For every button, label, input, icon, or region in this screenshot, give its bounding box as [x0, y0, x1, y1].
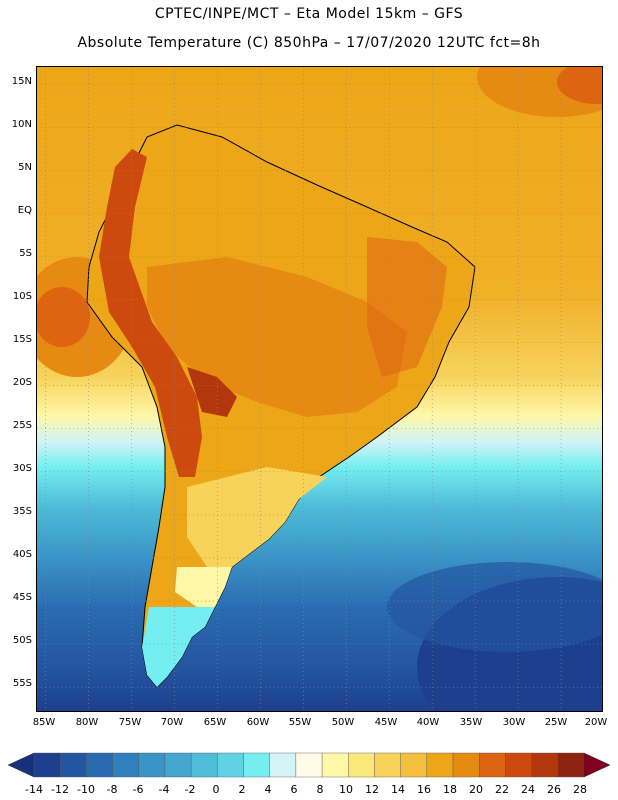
lat-label-30s: 30S	[12, 463, 32, 474]
colorbar-label-m8: -8	[106, 783, 118, 796]
lat-label-55s: 55S	[12, 678, 32, 689]
lat-label-50s: 50S	[12, 635, 32, 646]
lat-label-15s: 15S	[12, 334, 32, 345]
northeast-brazil-region	[367, 237, 447, 377]
colorbar-label-18: 18	[443, 783, 457, 796]
patagonia-north-region	[175, 567, 232, 607]
colorbar-label-12: 12	[365, 783, 379, 796]
colorbar-cell	[295, 752, 323, 778]
colorbar-cells	[33, 752, 585, 778]
temperature-colorbar	[7, 752, 611, 778]
colorbar-cell	[426, 752, 454, 778]
lat-label-eq: EQ	[17, 205, 32, 216]
patagonia-south-region	[142, 607, 215, 687]
colorbar-cell	[243, 752, 270, 778]
colorbar-cell	[531, 752, 559, 778]
colorbar-label-m4: -4	[158, 783, 170, 796]
colorbar-label-2: 2	[238, 783, 246, 796]
pacific-hot-region	[37, 287, 90, 347]
colorbar-label-m2: -2	[184, 783, 196, 796]
lon-label-50w: 50W	[331, 717, 355, 728]
altiplano-hot-spot	[187, 367, 237, 417]
colorbar-cell	[59, 752, 87, 778]
colorbar-label-20: 20	[469, 783, 483, 796]
colorbar-label-10: 10	[339, 783, 353, 796]
lat-label-25s: 25S	[12, 420, 32, 431]
map-canvas	[37, 67, 602, 711]
colorbar-cell	[374, 752, 401, 778]
colorbar-label-4: 4	[264, 783, 272, 796]
lat-label-20s: 20S	[12, 377, 32, 388]
colorbar-label-14: 14	[391, 783, 405, 796]
lon-label-45w: 45W	[374, 717, 398, 728]
colorbar-under-arrow	[7, 752, 35, 778]
lat-label-5n: 5N	[18, 162, 32, 173]
lon-label-70w: 70W	[160, 717, 184, 728]
colorbar-label-28: 28	[573, 783, 587, 796]
lat-label-5s: 5S	[19, 248, 32, 259]
colorbar-cell	[400, 752, 428, 778]
colorbar-label-8: 8	[316, 783, 324, 796]
colorbar-label-m14: -14	[25, 783, 43, 796]
colorbar-label-22: 22	[495, 783, 509, 796]
lon-label-30w: 30W	[502, 717, 526, 728]
temperature-map	[36, 66, 603, 712]
colorbar-label-m6: -6	[132, 783, 144, 796]
colorbar-label-0: 0	[212, 783, 220, 796]
colorbar-cell	[557, 752, 585, 778]
lon-label-25w: 25W	[544, 717, 568, 728]
colorbar-cell	[164, 752, 192, 778]
colorbar-cell	[452, 752, 480, 778]
map-subtitle: Absolute Temperature (C) 850hPa – 17/07/…	[77, 35, 541, 51]
map-title: CPTEC/INPE/MCT – Eta Model 15km – GFS	[154, 6, 464, 22]
lat-label-10n: 10N	[11, 119, 32, 130]
lon-label-55w: 55W	[288, 717, 312, 728]
lon-label-35w: 35W	[459, 717, 483, 728]
lon-label-40w: 40W	[416, 717, 440, 728]
colorbar-cell	[138, 752, 166, 778]
colorbar-label-m10: -10	[77, 783, 95, 796]
colorbar-over-arrow	[583, 752, 611, 778]
colorbar-label-24: 24	[521, 783, 535, 796]
colorbar-cell	[505, 752, 532, 778]
colorbar-label-6: 6	[290, 783, 298, 796]
lon-label-80w: 80W	[75, 717, 99, 728]
colorbar-cell	[190, 752, 218, 778]
andes-hot-band	[99, 149, 202, 477]
colorbar-cell	[348, 752, 375, 778]
lon-label-60w: 60W	[246, 717, 270, 728]
colorbar-cell	[217, 752, 244, 778]
colorbar-cell	[112, 752, 139, 778]
lon-label-85w: 85W	[32, 717, 56, 728]
lon-label-65w: 65W	[203, 717, 227, 728]
cool-atlantic-region	[387, 562, 602, 652]
colorbar-cell	[321, 752, 349, 778]
lat-label-40s: 40S	[12, 549, 32, 560]
graticule	[37, 67, 602, 711]
lon-label-20w: 20W	[584, 717, 608, 728]
pampas-mild-region	[187, 467, 327, 567]
lat-label-45s: 45S	[12, 592, 32, 603]
colorbar-cell	[269, 752, 297, 778]
lon-label-75w: 75W	[118, 717, 142, 728]
lat-label-15n: 15N	[11, 76, 32, 87]
colorbar-cell	[33, 752, 61, 778]
lat-label-35s: 35S	[12, 506, 32, 517]
colorbar-cell	[479, 752, 506, 778]
colorbar-label-16: 16	[417, 783, 431, 796]
colorbar-label-m12: -12	[51, 783, 69, 796]
hot-anomaly-caribbean	[557, 67, 602, 104]
lat-label-10s: 10S	[12, 291, 32, 302]
colorbar-cell	[86, 752, 113, 778]
colorbar-label-26: 26	[547, 783, 561, 796]
